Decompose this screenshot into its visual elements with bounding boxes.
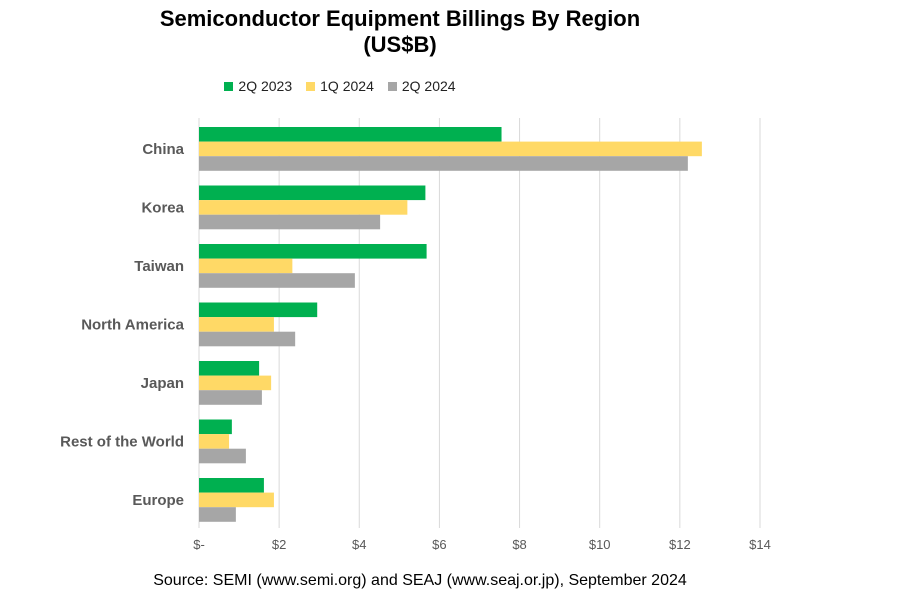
bar-2q-2023 (199, 302, 318, 318)
bar-1q-2024 (199, 258, 293, 274)
legend-swatch (224, 81, 234, 91)
bar-2q-2024 (199, 390, 262, 405)
bar-2q-2023 (199, 361, 260, 376)
legend-item: 2Q 2023 (224, 78, 292, 94)
bar-2q-2024 (199, 214, 381, 230)
legend-item: 1Q 2024 (306, 78, 374, 94)
bar-1q-2024 (199, 317, 274, 332)
x-tick-label: $4 (352, 537, 366, 552)
x-tick-label: $14 (749, 537, 771, 552)
bar-2q-2024 (199, 156, 688, 171)
bar-1q-2024 (199, 200, 408, 215)
bar-1q-2024 (199, 141, 702, 157)
x-tick-label: $2 (272, 537, 286, 552)
bar-2q-2023 (199, 244, 427, 259)
legend: 2Q 2023 1Q 2024 2Q 2024 (0, 78, 790, 94)
bar-2q-2024 (199, 273, 355, 288)
bar-1q-2024 (199, 375, 272, 391)
category-label: North America (81, 316, 184, 333)
x-tick-label: $10 (589, 537, 611, 552)
category-label: Japan (141, 375, 184, 392)
bar-2q-2023 (199, 185, 426, 201)
x-tick-label: $8 (512, 537, 526, 552)
bar-2q-2023 (199, 478, 264, 493)
legend-swatch (306, 81, 316, 91)
source-note: Source: SEMI (www.semi.org) and SEAJ (ww… (153, 572, 687, 589)
x-tick-label: $- (193, 537, 205, 552)
bar-1q-2024 (199, 434, 230, 449)
category-label: China (142, 141, 184, 158)
x-tick-label: $6 (432, 537, 446, 552)
bar-2q-2023 (199, 419, 232, 435)
legend-label: 1Q 2024 (320, 78, 374, 94)
legend-swatch (387, 81, 397, 91)
bar-2q-2024 (199, 448, 246, 464)
category-label: Rest of the World (60, 433, 184, 450)
bar-1q-2024 (199, 492, 274, 508)
legend-item: 2Q 2024 (387, 78, 456, 94)
legend-label: 2Q 2024 (401, 78, 456, 94)
category-label: Korea (141, 199, 184, 216)
chart-title: Semiconductor Equipment Billings By Regi… (0, 6, 800, 58)
legend-label: 2Q 2023 (238, 78, 293, 94)
title-line-2: (US$B) (363, 32, 437, 57)
bar-2q-2024 (199, 331, 296, 347)
bar-2q-2023 (199, 127, 502, 142)
category-label: Europe (132, 492, 184, 509)
category-label: Taiwan (134, 258, 184, 275)
title-line-1: Semiconductor Equipment Billings By Regi… (159, 6, 641, 31)
bar-2q-2024 (199, 507, 236, 522)
x-tick-label: $12 (669, 537, 691, 552)
